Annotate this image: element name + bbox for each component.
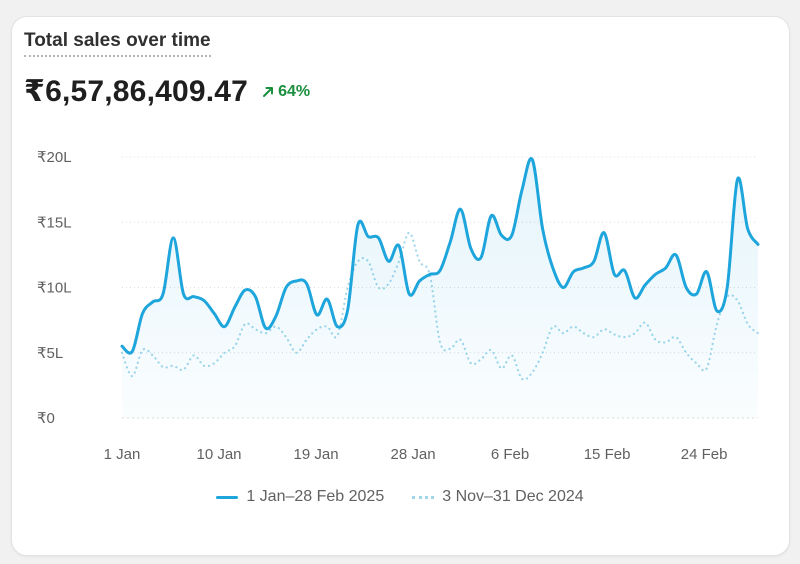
x-tick-label: 10 Jan <box>196 446 241 463</box>
arrow-up-right-icon <box>263 86 274 97</box>
y-tick-label: ₹20L <box>37 149 72 166</box>
change-percent: 64% <box>278 82 311 100</box>
legend-swatch-dotted <box>412 495 435 499</box>
card-title[interactable]: Total sales over time <box>24 30 211 57</box>
y-tick-label: ₹5L <box>37 345 63 362</box>
x-tick-label: 24 Feb <box>681 446 728 463</box>
total-sales-value: ₹6,57,86,409.47 <box>24 75 249 108</box>
series-line-current[interactable] <box>120 157 760 355</box>
legend-item-previous[interactable]: 3 Nov–31 Dec 2024 <box>412 488 584 506</box>
metric-row: ₹6,57,86,409.47 64% <box>24 74 310 109</box>
y-tick-label: ₹0 <box>37 410 55 427</box>
y-tick-label: ₹10L <box>37 280 72 297</box>
x-tick-label: 1 Jan <box>104 446 141 463</box>
change-badge: 64% <box>262 83 310 101</box>
legend-label-previous: 3 Nov–31 Dec 2024 <box>442 488 584 505</box>
y-tick-label: ₹15L <box>37 214 72 231</box>
chart-legend: 1 Jan–28 Feb 2025 3 Nov–31 Dec 2024 <box>0 488 800 506</box>
legend-label-current: 1 Jan–28 Feb 2025 <box>246 488 385 505</box>
x-tick-label: 19 Jan <box>294 446 339 463</box>
x-tick-label: 6 Feb <box>491 446 529 463</box>
x-tick-label: 28 Jan <box>391 446 436 463</box>
legend-swatch-solid <box>216 495 239 499</box>
legend-item-current[interactable]: 1 Jan–28 Feb 2025 <box>216 488 384 506</box>
series-area-current <box>122 158 758 418</box>
x-tick-label: 15 Feb <box>584 446 631 463</box>
